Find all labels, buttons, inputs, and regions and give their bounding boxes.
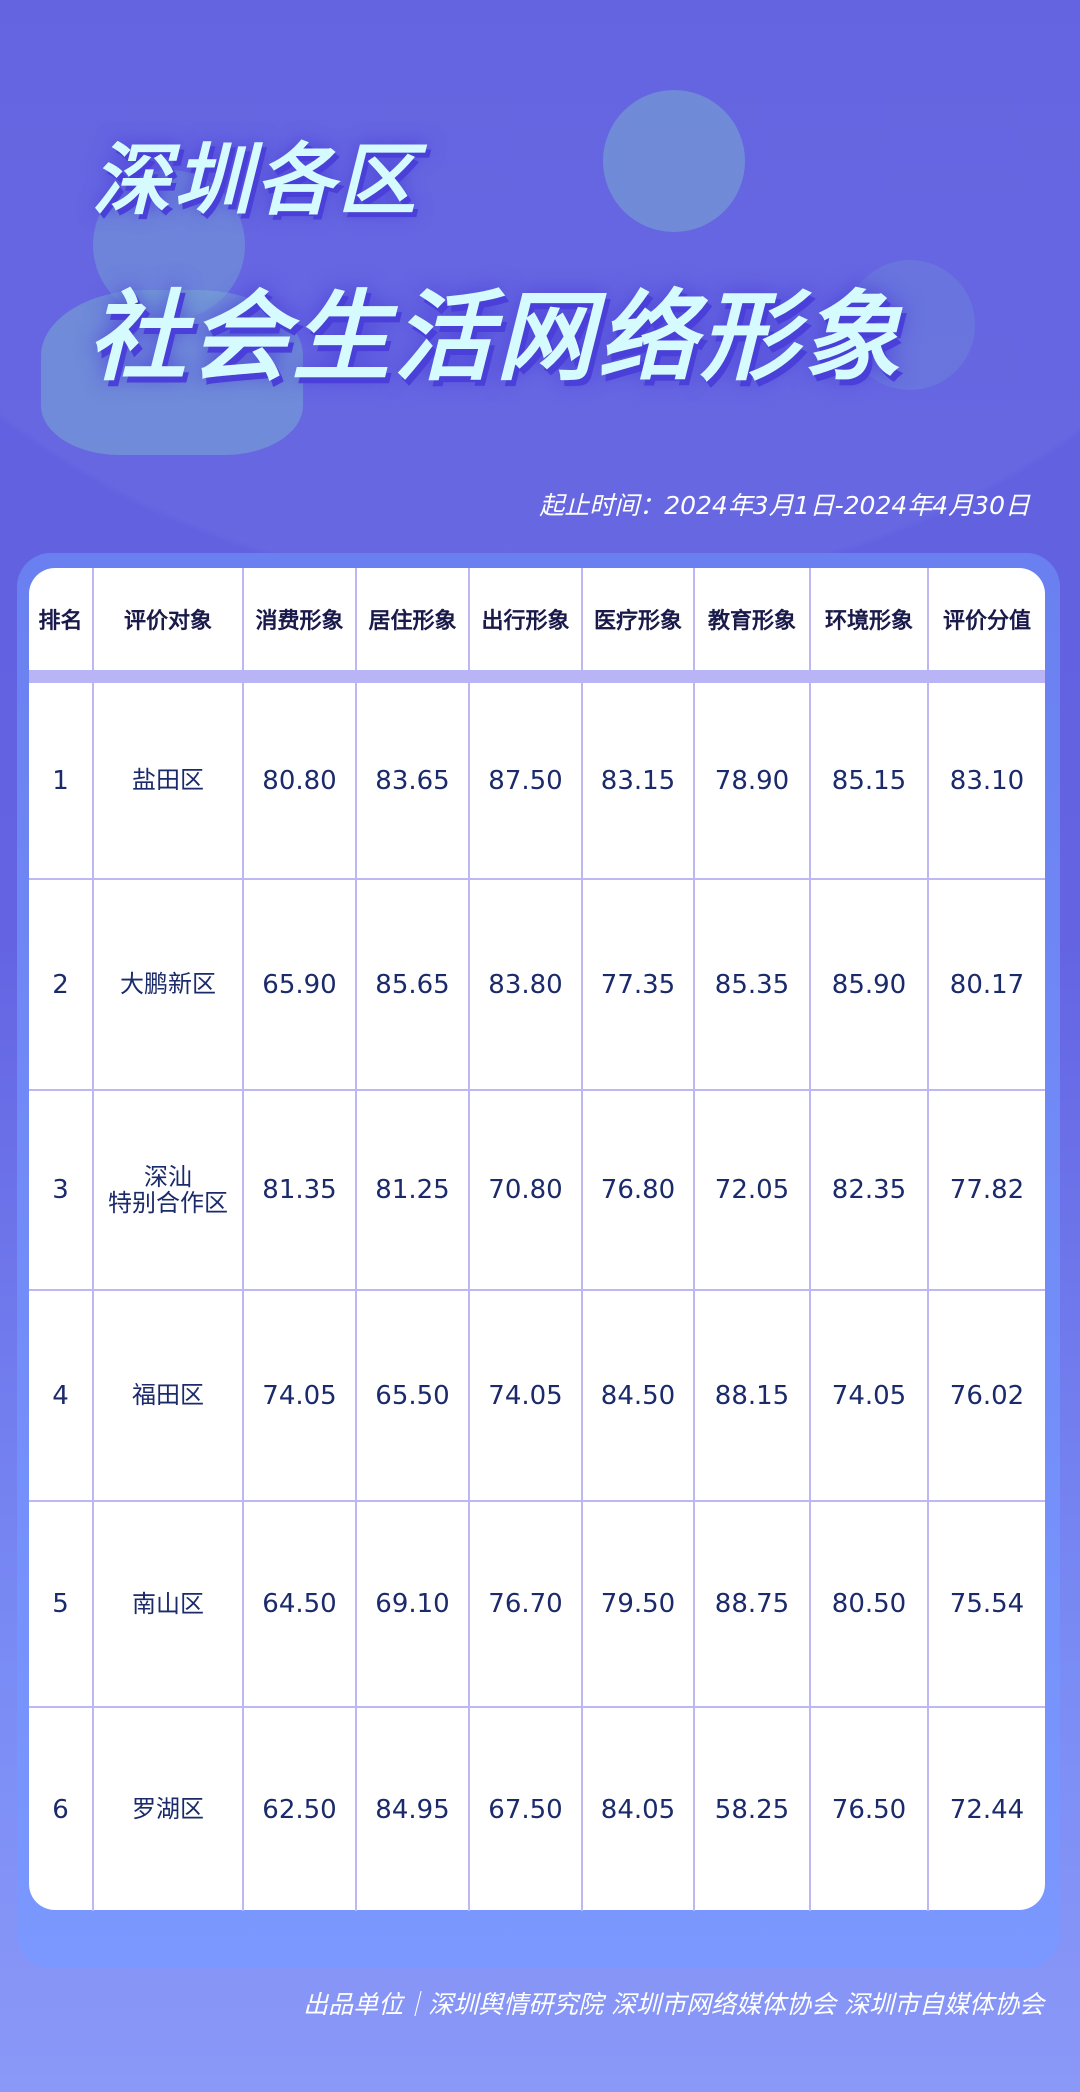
- score-cell: 84.50: [581, 1290, 694, 1502]
- ranking-table-card: 排名 评价对象 消费形象 居住形象 出行形象 医疗形象 教育形象 环境形象 评价分值 1 盐田区 8…: [29, 568, 1045, 1911]
- score-cell: 87.50: [468, 683, 582, 880]
- ranking-table: 排名 评价对象 消费形象 居住形象 出行形象 医疗形象 教育形象 环境形象 评价分值 1 盐田区 8…: [29, 568, 1045, 1911]
- column-header: 出行形象: [468, 568, 582, 670]
- score-cell: 85.15: [809, 683, 928, 880]
- rank-cell: 5: [29, 1501, 93, 1708]
- decor-blob: [41, 290, 303, 455]
- table-row: 6 罗湖区 62.50 84.95 67.50 84.05 58.25 76.50 72.44: [29, 1707, 1045, 1911]
- district-cell: 盐田区: [92, 683, 243, 880]
- date-range: 起止时间：2024年3月1日-2024年4月30日: [539, 491, 1030, 520]
- decor-circle: [603, 90, 745, 232]
- district-cell: 南山区: [92, 1501, 243, 1708]
- score-cell: 65.50: [355, 1290, 469, 1502]
- score-cell: 81.25: [355, 1090, 469, 1291]
- rank-cell: 4: [29, 1290, 93, 1502]
- rank-cell: 1: [29, 683, 93, 880]
- score-cell: 74.05: [809, 1290, 928, 1502]
- score-cell: 74.05: [468, 1290, 582, 1502]
- score-cell: 77.82: [927, 1090, 1045, 1291]
- district-cell: 罗湖区: [92, 1707, 243, 1911]
- district-cell: 大鹏新区: [92, 879, 243, 1091]
- score-cell: 83.65: [355, 683, 469, 880]
- score-cell: 76.02: [927, 1290, 1045, 1502]
- score-cell: 62.50: [242, 1707, 356, 1911]
- score-cell: 85.65: [355, 879, 469, 1091]
- column-header: 医疗形象: [581, 568, 694, 670]
- score-cell: 85.35: [693, 879, 810, 1091]
- table-row: 1 盐田区 80.80 83.65 87.50 83.15 78.90 85.15 83.10: [29, 683, 1045, 880]
- score-cell: 75.54: [927, 1501, 1045, 1708]
- score-cell: 69.10: [355, 1501, 469, 1708]
- decor-circle: [845, 260, 975, 390]
- header-divider-band: [29, 670, 1045, 683]
- score-cell: 77.35: [581, 879, 694, 1091]
- score-cell: 83.80: [468, 879, 582, 1091]
- score-cell: 76.70: [468, 1501, 582, 1708]
- score-cell: 74.05: [242, 1290, 356, 1502]
- score-cell: 80.80: [242, 683, 356, 880]
- score-cell: 76.80: [581, 1090, 694, 1291]
- score-cell: 80.50: [809, 1501, 928, 1708]
- column-header: 评价对象: [92, 568, 243, 670]
- column-header: 环境形象: [809, 568, 928, 670]
- table-row: 5 南山区 64.50 69.10 76.70 79.50 88.75 80.50 75.54: [29, 1501, 1045, 1708]
- title-line2: 社会生活网络形象: [88, 281, 905, 395]
- table-header: 排名 评价对象 消费形象 居住形象 出行形象 医疗形象 教育形象 环境形象 评价分值: [29, 568, 1045, 670]
- footer-credits: 出品单位｜深圳舆情研究院 深圳市网络媒体协会 深圳市自媒体协会: [303, 1990, 1044, 2019]
- column-header: 评价分值: [927, 568, 1045, 670]
- score-cell: 84.95: [355, 1707, 469, 1911]
- table-row: 2 大鹏新区 65.90 85.65 83.80 77.35 85.35 85.90 80.17: [29, 879, 1045, 1091]
- district-cell: 福田区: [92, 1290, 243, 1502]
- score-cell: 88.15: [693, 1290, 810, 1502]
- score-cell: 80.17: [927, 879, 1045, 1091]
- score-cell: 82.35: [809, 1090, 928, 1291]
- score-cell: 84.05: [581, 1707, 694, 1911]
- score-cell: 64.50: [242, 1501, 356, 1708]
- district-cell: 深汕 特别合作区: [92, 1090, 243, 1291]
- column-header: 消费形象: [242, 568, 356, 670]
- score-cell: 58.25: [693, 1707, 810, 1911]
- score-cell: 83.10: [927, 683, 1045, 880]
- rank-cell: 6: [52, 1794, 69, 1825]
- score-cell: 65.90: [242, 879, 356, 1091]
- column-header: 排名: [38, 609, 83, 634]
- score-cell: 81.35: [242, 1090, 356, 1291]
- score-cell: 76.50: [809, 1707, 928, 1911]
- title-line1: 深圳各区: [92, 136, 421, 226]
- score-cell: 72.44: [927, 1707, 1045, 1911]
- column-header: 居住形象: [355, 568, 469, 670]
- column-header: 教育形象: [693, 568, 810, 670]
- rank-cell: 2: [29, 879, 93, 1091]
- score-cell: 78.90: [693, 683, 810, 880]
- score-cell: 79.50: [581, 1501, 694, 1708]
- score-cell: 85.90: [809, 879, 928, 1091]
- score-cell: 88.75: [693, 1501, 810, 1708]
- table-row: 3 深汕 特别合作区 81.35 81.25 70.80 76.80 72.05 82.35 7…: [29, 1090, 1045, 1291]
- rank-cell: 3: [29, 1090, 93, 1291]
- table-row: 4 福田区 74.05 65.50 74.05 84.50 88.15 74.05 76.02: [29, 1290, 1045, 1502]
- score-cell: 67.50: [468, 1707, 582, 1911]
- score-cell: 72.05: [693, 1090, 810, 1291]
- score-cell: 83.15: [581, 683, 694, 880]
- score-cell: 70.80: [468, 1090, 582, 1291]
